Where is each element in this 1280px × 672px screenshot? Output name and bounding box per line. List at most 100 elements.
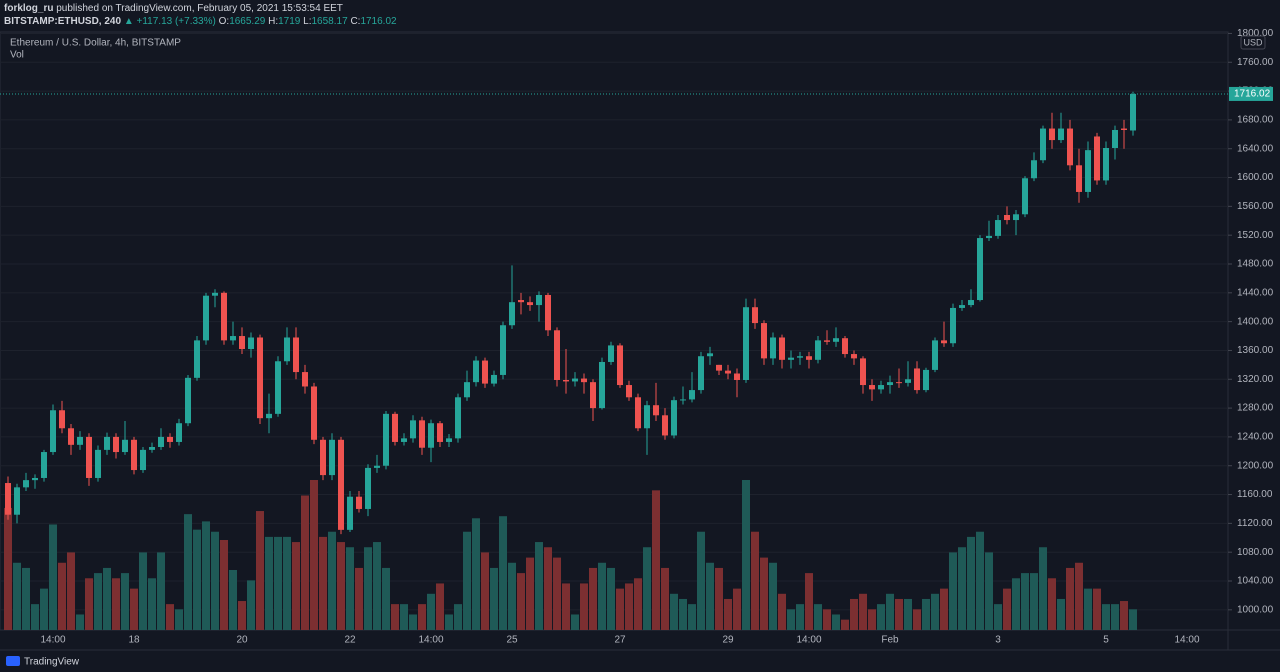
volume-bar [400,604,408,630]
volume-bar [571,614,579,630]
candle-body [554,330,560,380]
volume-bar [1093,588,1101,630]
candle-body [1049,128,1055,141]
h-label: H: [268,16,279,27]
o-value: 1665.29 [229,16,266,27]
volume-bar [733,588,741,630]
x-tick-label: Feb [881,635,899,646]
y-tick-label: 1160.00 [1237,489,1273,500]
candle-body [86,436,92,478]
candle-body [599,361,605,409]
volume-bar [274,536,282,630]
volume-bar [904,598,912,630]
candle-body [680,399,686,401]
candle-body [779,337,785,360]
candle-body [266,413,272,419]
published: published on TradingView.com, February 0… [56,3,343,14]
volume-bar [508,562,516,630]
candle-body [626,385,632,398]
y-tick-label: 1480.00 [1237,259,1274,270]
brand-logo [6,656,20,666]
y-tick-label: 1080.00 [1237,547,1274,558]
volume-bar [58,562,66,630]
candle-body [842,338,848,355]
candle-body [1004,215,1010,221]
candle-body [572,378,578,382]
candle-body [941,340,947,344]
volume-bar [1111,604,1119,630]
candle-body [1085,150,1091,192]
candle-body [671,400,677,436]
y-tick-label: 1320.00 [1237,374,1274,385]
candle-body [869,385,875,390]
volume-bar [211,531,219,630]
candle-body [1013,214,1019,221]
volume [4,480,1137,630]
x-tick-label: 18 [128,635,140,646]
volume-bar [877,604,885,630]
o-label: O: [218,16,230,27]
candle-body [320,439,326,476]
candle-body [563,379,569,382]
candle-body [149,446,155,450]
l-value: 1658.17 [311,16,348,27]
candle-body [401,438,407,442]
candle-body [914,368,920,391]
candle-body [131,439,137,471]
candle-body [797,356,803,358]
candle-body [635,397,641,429]
candle-body [104,436,110,450]
volume-bar [706,562,714,630]
currency: USD [1243,37,1263,47]
currency-box[interactable] [1240,35,1266,50]
y-tick-label: 1680.00 [1237,115,1274,126]
volume-bar [607,567,615,630]
x-tick-label: 14:00 [1174,635,1199,646]
change: ▲ +117.13 (+7.33%) [123,16,216,27]
volume-bar [175,609,183,630]
candle-body [41,452,47,478]
candle-body [707,353,713,357]
volume-bar [652,490,660,630]
volume-bar [679,598,687,630]
volume-bar [616,588,624,630]
candle-body [518,300,524,303]
volume-bar [769,562,777,630]
volume-bar [148,578,156,630]
candle-body [410,420,416,439]
candle-body [212,292,218,296]
volume-bar [796,604,804,630]
volume-bar [868,609,876,630]
volume-bar [463,531,471,630]
candle-body [653,405,659,416]
x-tick-label: 22 [344,635,356,646]
y-tick-label: 1120.00 [1237,518,1273,529]
c-value: 1716.02 [360,16,397,27]
candle-body [230,336,236,341]
volume-bar [967,536,975,630]
candle-body [968,300,974,306]
volume-bar [1075,562,1083,630]
volume-bar [202,521,210,630]
volume-bar [922,598,930,630]
candle-body [140,449,146,471]
volume-bar [40,588,48,630]
volume-bar [346,547,354,630]
y-tick-label: 1760.00 [1237,57,1274,68]
volume-bar [1066,567,1074,630]
candle-body [815,340,821,360]
volume-bar [22,567,30,630]
volume-bar [157,552,165,630]
candle-body [500,325,506,375]
volume-bar [661,567,669,630]
candle-body [167,436,173,442]
x-tick-label: 3 [995,635,1001,646]
volume-bar [418,604,426,630]
candle-body [905,379,911,383]
candle-body [59,410,65,429]
volume-bar [724,598,732,630]
candle-body [788,357,794,360]
volume-bar [310,480,318,630]
symbol-line: BITSTAMP:ETHUSD, 240 ▲ +117.13 (+7.33%) … [4,15,397,28]
